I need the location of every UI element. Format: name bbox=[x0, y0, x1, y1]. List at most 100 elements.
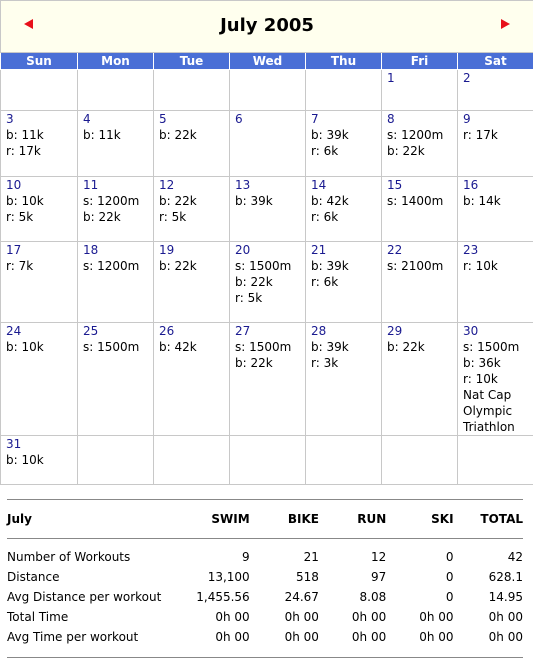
event-note: Nat Cap Olympic Triathlon bbox=[463, 388, 515, 434]
day-number: 16 bbox=[463, 178, 479, 192]
summary-top-divider bbox=[7, 499, 523, 500]
summary-value: 24.67 bbox=[284, 590, 319, 604]
workout-entry: s: 1200m bbox=[83, 259, 140, 273]
workout-entry: r: 10k bbox=[463, 372, 498, 386]
calendar-week-row: 10 b: 10k r: 5k 11 s: 1200m b: 22k 12 b: 22k r: … bbox=[0, 176, 533, 242]
summary-value: 97 bbox=[370, 570, 387, 584]
summary-row-label: Distance bbox=[7, 570, 60, 584]
workout-entry: b: 22k bbox=[235, 275, 273, 289]
summary-col-swim: SWIM bbox=[211, 512, 250, 526]
calendar-day-cell: 15 s: 1400m bbox=[381, 176, 458, 242]
empty-day-cell bbox=[0, 69, 78, 111]
day-number: 6 bbox=[235, 112, 243, 126]
workout-entry: b: 11k bbox=[83, 128, 121, 142]
workout-entry: s: 1500m bbox=[83, 340, 140, 354]
day-number: 15 bbox=[387, 178, 403, 192]
month-title: July 2005 bbox=[220, 15, 314, 36]
workout-entry: r: 6k bbox=[311, 275, 339, 289]
summary-value: 0h 00 bbox=[419, 610, 454, 624]
day-number: 2 bbox=[463, 71, 471, 85]
day-number: 23 bbox=[463, 243, 479, 257]
calendar-day-cell: 22 s: 2100m bbox=[381, 241, 458, 323]
calendar-day-cell: 4 b: 11k bbox=[77, 110, 154, 177]
calendar-day-cell: 2 bbox=[456, 69, 533, 111]
workout-entry: b: 10k bbox=[6, 340, 44, 354]
weekday-sat: Sat bbox=[456, 52, 533, 70]
calendar-day-cell: 18 s: 1200m bbox=[77, 241, 154, 323]
summary-row: Number of Workouts 9 21 12 0 42 bbox=[7, 547, 523, 567]
summary-value: 0h 00 bbox=[351, 630, 387, 644]
day-number: 11 bbox=[83, 178, 99, 192]
calendar-day-cell: 23 r: 10k bbox=[456, 241, 533, 323]
summary-value: 0h 00 bbox=[284, 610, 319, 624]
workout-entry: r: 6k bbox=[311, 210, 339, 224]
empty-day-cell bbox=[77, 69, 154, 111]
summary-value: 13,100 bbox=[207, 570, 250, 584]
summary-row: Avg Distance per workout 1,455.56 24.67 8.0… bbox=[7, 587, 523, 607]
workout-entry: r: 5k bbox=[235, 291, 263, 305]
workout-entry: b: 39k bbox=[311, 340, 349, 354]
summary-value: 0 bbox=[445, 550, 454, 564]
calendar-day-cell: 10 b: 10k r: 5k bbox=[0, 176, 78, 242]
empty-day-cell bbox=[229, 435, 306, 485]
workout-entry: b: 22k bbox=[159, 194, 197, 208]
summary-row: Avg Time per workout 0h 00 0h 00 0h 00 0h 00… bbox=[7, 627, 523, 647]
summary-row: Distance 13,100 518 97 0 628.1 bbox=[7, 567, 523, 587]
day-number: 14 bbox=[311, 178, 327, 192]
empty-day-cell bbox=[381, 435, 458, 485]
workout-entry: b: 42k bbox=[159, 340, 197, 354]
day-number: 21 bbox=[311, 243, 327, 257]
summary-col-run: RUN bbox=[357, 512, 387, 526]
summary-row-label: Total Time bbox=[7, 610, 69, 624]
calendar-week-row: 3 b: 11k r: 17k 4 b: 11k 5 b: 22k 6 7 b: 39k r: 6k… bbox=[0, 110, 533, 177]
summary-value: 0h 00 bbox=[488, 630, 523, 644]
summary-month-label: July bbox=[7, 512, 32, 526]
summary-row-label: Avg Distance per workout bbox=[7, 590, 162, 604]
workout-entry: r: 10k bbox=[463, 259, 498, 273]
calendar-day-cell: 3 b: 11k r: 17k bbox=[0, 110, 78, 177]
summary-value: 21 bbox=[303, 550, 319, 564]
workout-entry: r: 17k bbox=[6, 144, 41, 158]
calendar-header: July 2005 bbox=[0, 0, 533, 53]
calendar-day-cell: 30 s: 1500m b: 36k r: 10k Nat Cap Olympic Tr… bbox=[456, 322, 533, 436]
calendar-day-cell: 17 r: 7k bbox=[0, 241, 78, 323]
calendar-day-cell: 21 b: 39k r: 6k bbox=[305, 241, 382, 323]
empty-day-cell bbox=[305, 69, 382, 111]
summary-value: 0h 00 bbox=[284, 630, 319, 644]
calendar-day-cell: 20 s: 1500m b: 22k r: 5k bbox=[229, 241, 306, 323]
weekday-thu: Thu bbox=[305, 52, 382, 70]
workout-entry: b: 39k bbox=[311, 259, 349, 273]
summary-value: 14.95 bbox=[488, 590, 523, 604]
workout-entry: r: 5k bbox=[6, 210, 34, 224]
workout-entry: s: 1500m bbox=[235, 340, 292, 354]
workout-entry: s: 1400m bbox=[387, 194, 444, 208]
summary-value: 0h 00 bbox=[419, 630, 454, 644]
previous-month-arrow-icon[interactable] bbox=[24, 19, 33, 29]
day-number: 4 bbox=[83, 112, 91, 126]
day-number: 10 bbox=[6, 178, 22, 192]
calendar-week-row: 17 r: 7k 18 s: 1200m 19 b: 22k 20 s: 1500m b: 22… bbox=[0, 241, 533, 323]
workout-entry: s: 1200m bbox=[387, 128, 444, 142]
summary-row-label: Number of Workouts bbox=[7, 550, 131, 564]
weekday-wed: Wed bbox=[229, 52, 306, 70]
calendar-day-cell: 11 s: 1200m b: 22k bbox=[77, 176, 154, 242]
workout-entry: s: 1500m bbox=[463, 340, 520, 354]
summary-value: 628.1 bbox=[488, 570, 523, 584]
summary-col-bike: BIKE bbox=[287, 512, 319, 526]
workout-entry: b: 11k bbox=[6, 128, 44, 142]
weekday-tue: Tue bbox=[153, 52, 230, 70]
summary-value: 0h 00 bbox=[215, 630, 250, 644]
day-number: 13 bbox=[235, 178, 251, 192]
day-number: 9 bbox=[463, 112, 471, 126]
next-month-arrow-icon[interactable] bbox=[501, 19, 511, 29]
workout-entry: r: 3k bbox=[311, 356, 339, 370]
summary-table: July SWIM BIKE RUN SKI TOTAL Number of W… bbox=[7, 500, 523, 658]
calendar-week-row: 31 b: 10k bbox=[0, 435, 533, 485]
workout-entry: b: 22k bbox=[387, 144, 425, 158]
summary-header-divider bbox=[7, 538, 523, 539]
workout-entry: s: 2100m bbox=[387, 259, 444, 273]
summary-value: 0h 00 bbox=[215, 610, 250, 624]
day-number: 29 bbox=[387, 324, 403, 338]
